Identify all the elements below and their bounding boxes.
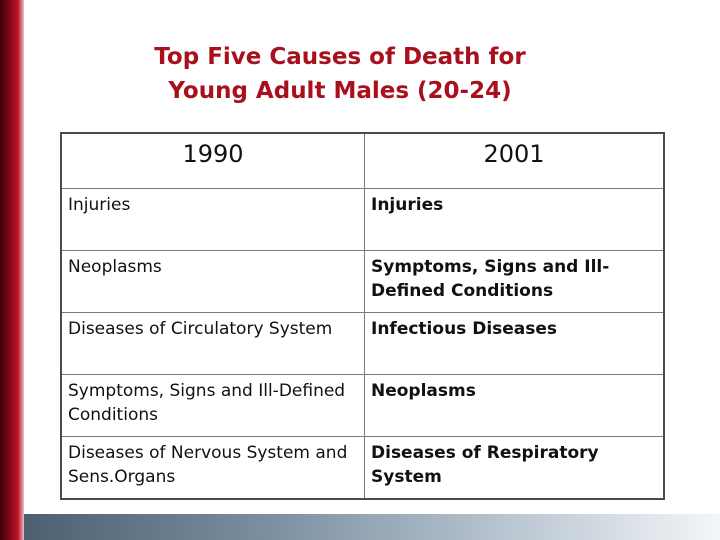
cell-1990: Diseases of Circulatory System — [60, 312, 365, 375]
header-1990: 1990 — [60, 132, 365, 189]
cell-1990: Symptoms, Signs and Ill-Defined Conditio… — [60, 374, 365, 437]
table-row: Symptoms, Signs and Ill-Defined Conditio… — [60, 374, 665, 437]
header-2001: 2001 — [364, 132, 665, 189]
table-header-row: 1990 2001 — [60, 132, 665, 189]
left-accent-bar — [0, 0, 24, 540]
bottom-accent-bar — [24, 514, 720, 540]
cell-1990: Injuries — [60, 188, 365, 251]
causes-table: 1990 2001 Injuries Injuries Neoplasms Sy… — [60, 132, 665, 500]
title-line-1: Top Five Causes of Death for — [154, 44, 526, 70]
cell-2001: Diseases of Respiratory System — [364, 436, 665, 500]
cell-2001: Infectious Diseases — [364, 312, 665, 375]
table-row: Diseases of Nervous System and Sens.Orga… — [60, 436, 665, 500]
table-row: Neoplasms Symptoms, Signs and Ill-Define… — [60, 250, 665, 313]
cell-1990: Neoplasms — [60, 250, 365, 313]
cell-2001: Injuries — [364, 188, 665, 251]
cell-2001: Symptoms, Signs and Ill-Defined Conditio… — [364, 250, 665, 313]
cell-2001: Neoplasms — [364, 374, 665, 437]
cell-1990: Diseases of Nervous System and Sens.Orga… — [60, 436, 365, 500]
slide-title: Top Five Causes of Death for Young Adult… — [60, 40, 620, 108]
table-row: Diseases of Circulatory System Infectiou… — [60, 312, 665, 375]
title-line-2: Young Adult Males (20-24) — [168, 78, 512, 104]
table-row: Injuries Injuries — [60, 188, 665, 251]
